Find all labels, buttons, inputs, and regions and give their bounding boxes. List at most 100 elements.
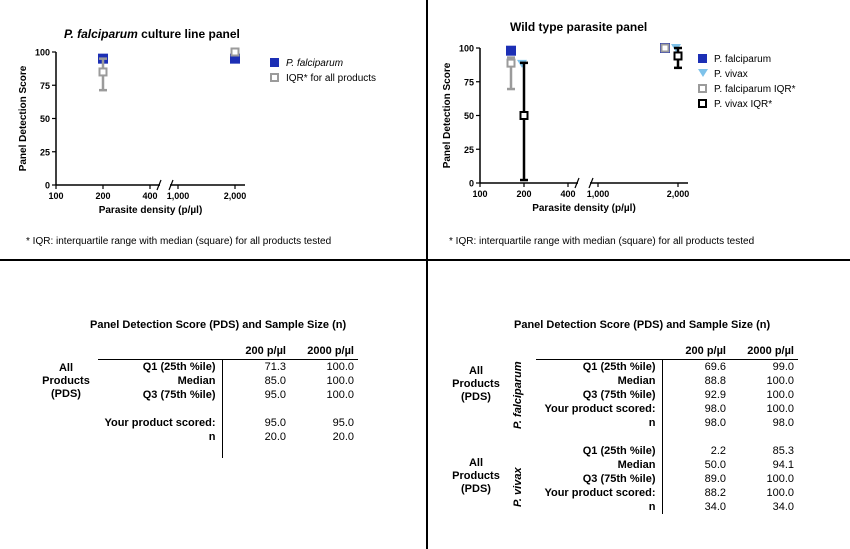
- table-cell: 50.0: [704, 459, 726, 471]
- legend-label: P. falciparum: [286, 58, 343, 69]
- table-cell: 88.2: [704, 487, 726, 499]
- row-label: n: [98, 430, 223, 444]
- x-tick-label: 2,000: [667, 189, 690, 199]
- pf-data-point: [506, 45, 516, 56]
- table-cell: [290, 444, 358, 458]
- legend-swatch-iqr: [270, 73, 279, 82]
- row-label: Q3 (75th %ile): [98, 388, 223, 402]
- table-cell: 88.8: [704, 375, 726, 387]
- table-spacer-row: [536, 430, 798, 444]
- axis-break-mark: [588, 177, 594, 189]
- group-label-line: All: [468, 365, 484, 377]
- table-header-row: 200 p/µl 2000 p/µl: [536, 343, 798, 360]
- table-row: Median 88.8 100.0: [536, 374, 798, 388]
- legend-label: P. falciparum: [714, 54, 771, 65]
- horizontal-divider: [0, 259, 850, 261]
- table-cell: 85.3: [772, 445, 794, 457]
- iqr-median-marker: [506, 58, 516, 68]
- table-row: n 34.0 34.0: [536, 500, 798, 514]
- table-cell: 85.0: [264, 375, 286, 387]
- legend-swatch-iqr: [698, 99, 707, 108]
- table-row: n 20.0 20.0: [98, 430, 358, 444]
- table-cell: 95.0: [264, 417, 286, 429]
- table-row: Q3 (75th %ile) 89.0 100.0: [536, 472, 798, 486]
- x-axis-title: Parasite density (p/µl): [532, 203, 636, 214]
- table-cell: 98.0: [704, 403, 726, 415]
- y-tick-label: 75: [464, 77, 474, 87]
- table-cell: 100.0: [766, 487, 794, 499]
- row-label: [98, 402, 223, 416]
- group-label-line: (PDS): [461, 391, 491, 403]
- row-label: Q3 (75th %ile): [536, 472, 663, 486]
- table-cell: [222, 444, 290, 458]
- column-header: 200 p/µl: [222, 343, 290, 360]
- table-cell: 100.0: [326, 361, 354, 373]
- table-cell: 34.0: [704, 501, 726, 513]
- culture-panel-svg: P. falciparum culture line panel 0 25 50 75 1…: [18, 27, 376, 216]
- table-cell: 71.3: [264, 361, 286, 373]
- chart-title: Wild type parasite panel: [510, 20, 647, 34]
- wild-type-panel-chart: Wild type parasite panel 0 25 50 75 100 Panel …: [428, 0, 850, 260]
- pf-group-label: All Products (PDS): [444, 365, 508, 404]
- y-axis-title: Panel Detection Score: [18, 65, 29, 171]
- row-label: Q1 (25th %ile): [536, 444, 663, 458]
- axis-break-mark: [156, 179, 162, 191]
- table-row: n 98.0 98.0: [536, 416, 798, 430]
- culture-group-label: All Products (PDS): [34, 362, 98, 401]
- pf-species-label: P. falciparum: [512, 361, 524, 429]
- legend-swatch-pv: [698, 69, 708, 77]
- table-cell: 69.6: [704, 361, 726, 373]
- table-cell: 98.0: [704, 417, 726, 429]
- legend-label: P. vivax IQR*: [714, 99, 772, 110]
- table-row: Median 85.0 100.0: [98, 374, 358, 388]
- axis-break-mark: [574, 177, 580, 189]
- table-row: Q1 (25th %ile) 69.6 99.0: [536, 359, 798, 374]
- pv-species-label: P. vivax: [512, 467, 524, 507]
- table-cell: [730, 430, 798, 444]
- y-tick-label: 100: [459, 44, 474, 54]
- row-label: Median: [98, 374, 223, 388]
- table-cell: 20.0: [264, 431, 286, 443]
- legend-swatch-iqr: [698, 84, 707, 93]
- table-row: Q1 (25th %ile) 71.3 100.0: [98, 359, 358, 374]
- iqr-median-marker: [230, 47, 240, 57]
- x-tick-label: 100: [48, 191, 63, 201]
- x-tick-label: 1,000: [587, 189, 610, 199]
- x-tick-label: 400: [142, 191, 157, 201]
- group-label-line: Products: [452, 378, 500, 390]
- table-cell: 100.0: [766, 375, 794, 387]
- table-cell: 100.0: [766, 473, 794, 485]
- culture-pds-table-section: Panel Detection Score (PDS) and Sample S…: [0, 261, 427, 549]
- y-tick-label: 75: [40, 81, 50, 91]
- legend-label: P. falciparum IQR*: [714, 84, 796, 95]
- row-label: [536, 430, 663, 444]
- y-tick-label: 0: [45, 181, 50, 191]
- row-label: Q3 (75th %ile): [536, 388, 663, 402]
- vertical-divider: [426, 0, 428, 549]
- table-cell: 100.0: [326, 375, 354, 387]
- table-cell: 100.0: [326, 389, 354, 401]
- legend-label: IQR* for all products: [286, 73, 376, 84]
- chart-title: P. falciparum culture line panel: [64, 27, 240, 41]
- table-cell: [662, 430, 730, 444]
- x-axis-title: Parasite density (p/µl): [99, 205, 203, 216]
- x-tick-label: 100: [472, 189, 487, 199]
- x-tick-label: 2,000: [224, 191, 247, 201]
- group-label-line: Products: [42, 375, 90, 387]
- chart-title-italic: P. falciparum: [64, 27, 138, 41]
- table-cell: 2.2: [710, 445, 726, 457]
- iqr-median-marker: [519, 111, 529, 120]
- wild-type-pds-table-section: Panel Detection Score (PDS) and Sample S…: [428, 261, 850, 549]
- row-label: Your product scored:: [536, 486, 663, 500]
- group-label-line: All: [58, 362, 74, 374]
- wild-type-table-title: Panel Detection Score (PDS) and Sample S…: [514, 319, 771, 331]
- x-tick-label: 1,000: [167, 191, 190, 201]
- x-tick-label: 200: [95, 191, 110, 201]
- row-label: [98, 444, 223, 458]
- y-axis-title: Panel Detection Score: [442, 62, 453, 168]
- legend-swatch-pf: [698, 54, 707, 63]
- wild-type-pds-table: 200 p/µl 2000 p/µl Q1 (25th %ile) 69.6 99.…: [536, 343, 798, 514]
- y-tick-label: 25: [464, 145, 474, 155]
- culture-pds-table: 200 p/µl 2000 p/µl Q1 (25th %ile) 71.3 1…: [98, 343, 358, 458]
- culture-panel-chart: P. falciparum culture line panel 0 25 50 75 1…: [0, 0, 427, 260]
